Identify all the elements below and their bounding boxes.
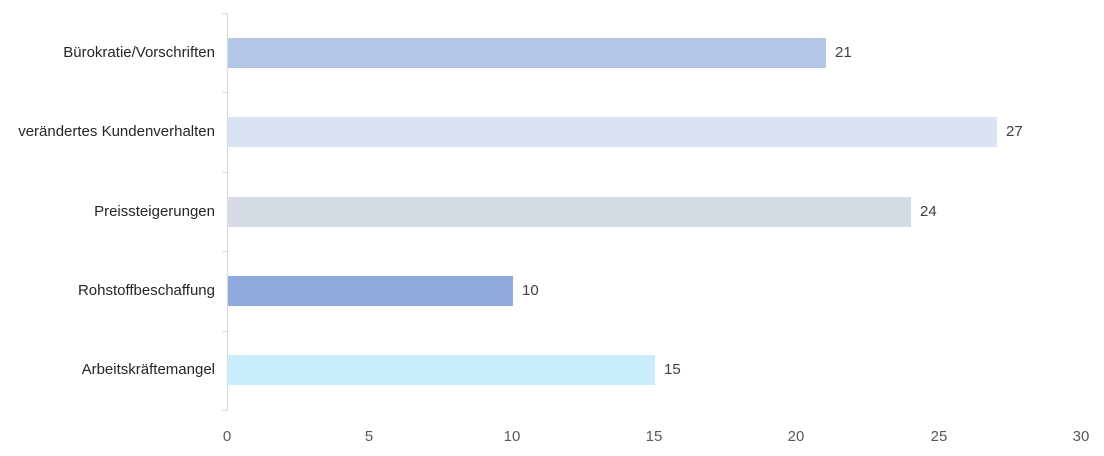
category-label: Rohstoffbeschaffung	[77, 282, 215, 299]
category-label: verändertes Kundenverhalten	[18, 123, 215, 140]
value-axis-tick-label: 30	[1072, 428, 1090, 445]
bar	[228, 117, 997, 147]
value-axis-tick-label: 15	[645, 428, 663, 445]
value-label: 15	[664, 361, 681, 378]
category-axis-tick	[222, 251, 228, 252]
value-label: 24	[920, 203, 937, 220]
bar	[228, 197, 911, 227]
category-axis-tick	[222, 331, 228, 332]
category-axis-tick	[222, 172, 228, 173]
category-axis-tick	[222, 92, 228, 93]
category-label: Bürokratie/Vorschriften	[63, 44, 215, 61]
value-axis-tick-label: 10	[503, 428, 521, 445]
value-axis-tick-label: 0	[222, 428, 232, 445]
category-axis-tick	[222, 410, 228, 411]
category-label: Arbeitskräftemangel	[81, 361, 215, 378]
value-axis-tick-label: 5	[364, 428, 374, 445]
bar	[228, 38, 826, 68]
category-label: Preissteigerungen	[94, 203, 215, 220]
value-axis-tick-label: 20	[787, 428, 805, 445]
value-label: 21	[835, 44, 852, 61]
value-axis-tick-label: 25	[930, 428, 948, 445]
category-axis-line	[227, 13, 228, 410]
value-label: 27	[1006, 123, 1023, 140]
category-axis-tick	[222, 13, 228, 14]
bar	[228, 355, 655, 385]
bar	[228, 276, 513, 306]
value-label: 10	[522, 282, 539, 299]
